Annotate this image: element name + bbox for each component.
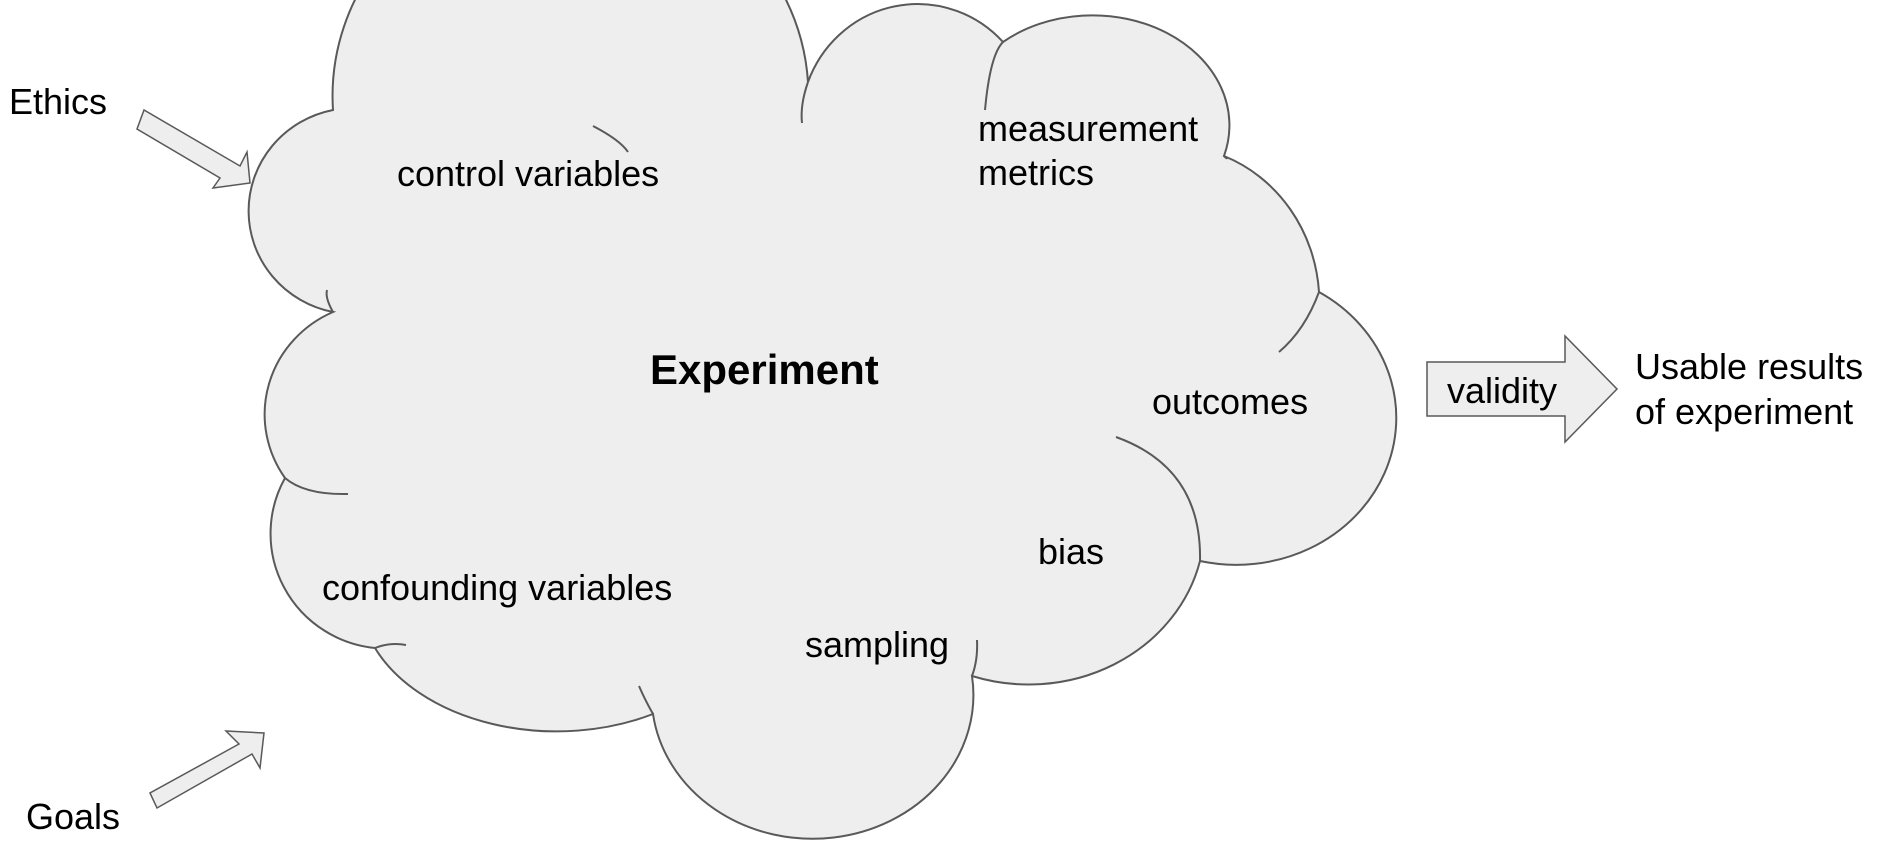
validity-arrow-shape bbox=[1426, 334, 1619, 444]
cloud-folds bbox=[284, 41, 1320, 715]
experiment-title: Experiment bbox=[650, 346, 879, 393]
cloud-shape bbox=[247, 0, 1398, 840]
control-variables-label: control variables bbox=[397, 153, 659, 194]
outcomes-label: outcomes bbox=[1152, 381, 1308, 422]
result-label-line1: Usable results bbox=[1635, 346, 1863, 387]
goals-arrow bbox=[149, 730, 265, 810]
ethics-arrow bbox=[136, 108, 251, 189]
validity-arrow: validity bbox=[1426, 334, 1619, 444]
measurement-label-line1: measurement bbox=[978, 108, 1198, 149]
ethics-arrow-shape bbox=[136, 108, 251, 189]
bias-label: bias bbox=[1038, 531, 1104, 572]
ethics-label: Ethics bbox=[9, 81, 107, 122]
measurement-label-line2: metrics bbox=[978, 152, 1094, 193]
sampling-label: sampling bbox=[805, 624, 949, 665]
experiment-cloud bbox=[247, 0, 1398, 840]
result-label-line2: of experiment bbox=[1635, 391, 1853, 432]
goals-label: Goals bbox=[26, 796, 120, 837]
confounding-variables-label: confounding variables bbox=[322, 567, 672, 608]
goals-arrow-shape bbox=[149, 730, 265, 810]
validity-label: validity bbox=[1447, 370, 1557, 411]
